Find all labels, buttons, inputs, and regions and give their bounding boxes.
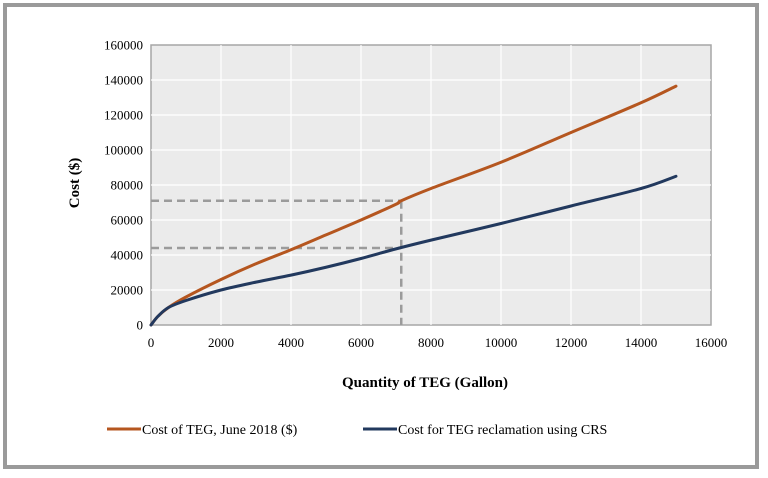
- y-axis-title: Cost ($): [67, 158, 83, 208]
- x-tick-label: 10000: [485, 335, 518, 350]
- line-chart: 0200004000060000800001000001200001400001…: [67, 38, 727, 439]
- y-tick-label: 80000: [111, 178, 144, 193]
- gridlines: [151, 45, 711, 325]
- chart-frame: 0 20000 40000 60000 80000 100000 120000 140000 1…: [3, 3, 759, 469]
- y-tick-label: 100000: [104, 143, 143, 158]
- x-axis-title: Quantity of TEG (Gallon): [342, 375, 508, 391]
- legend-label: Cost for TEG reclamation using CRS: [398, 423, 607, 438]
- y-tick-label: 20000: [111, 283, 144, 298]
- y-tick-label: 120000: [104, 108, 143, 123]
- x-tick-label: 2000: [208, 335, 234, 350]
- x-tick-label: 0: [148, 335, 155, 350]
- y-tick-label: 0: [137, 318, 144, 333]
- series-lines: [149, 84, 678, 327]
- series-line-2: [149, 174, 678, 327]
- y-tick-label: 140000: [104, 73, 143, 88]
- x-tick-label: 8000: [418, 335, 444, 350]
- tick-labels: 0200004000060000800001000001200001400001…: [104, 38, 727, 351]
- x-tick-label: 12000: [555, 335, 588, 350]
- x-tick-label: 4000: [278, 335, 304, 350]
- reference-lines: [151, 199, 403, 325]
- x-tick-label: 14000: [625, 335, 658, 350]
- y-tick-label: 60000: [111, 213, 144, 228]
- x-tick-label: 6000: [348, 335, 374, 350]
- x-tick-label: 16000: [695, 335, 728, 350]
- legend-label: Cost of TEG, June 2018 ($): [142, 423, 298, 438]
- y-tick-label: 40000: [111, 248, 144, 263]
- y-tick-label: 160000: [104, 38, 143, 53]
- series-line-1: [149, 84, 678, 327]
- legend: Cost of TEG, June 2018 ($) Cost for TEG r…: [107, 423, 607, 438]
